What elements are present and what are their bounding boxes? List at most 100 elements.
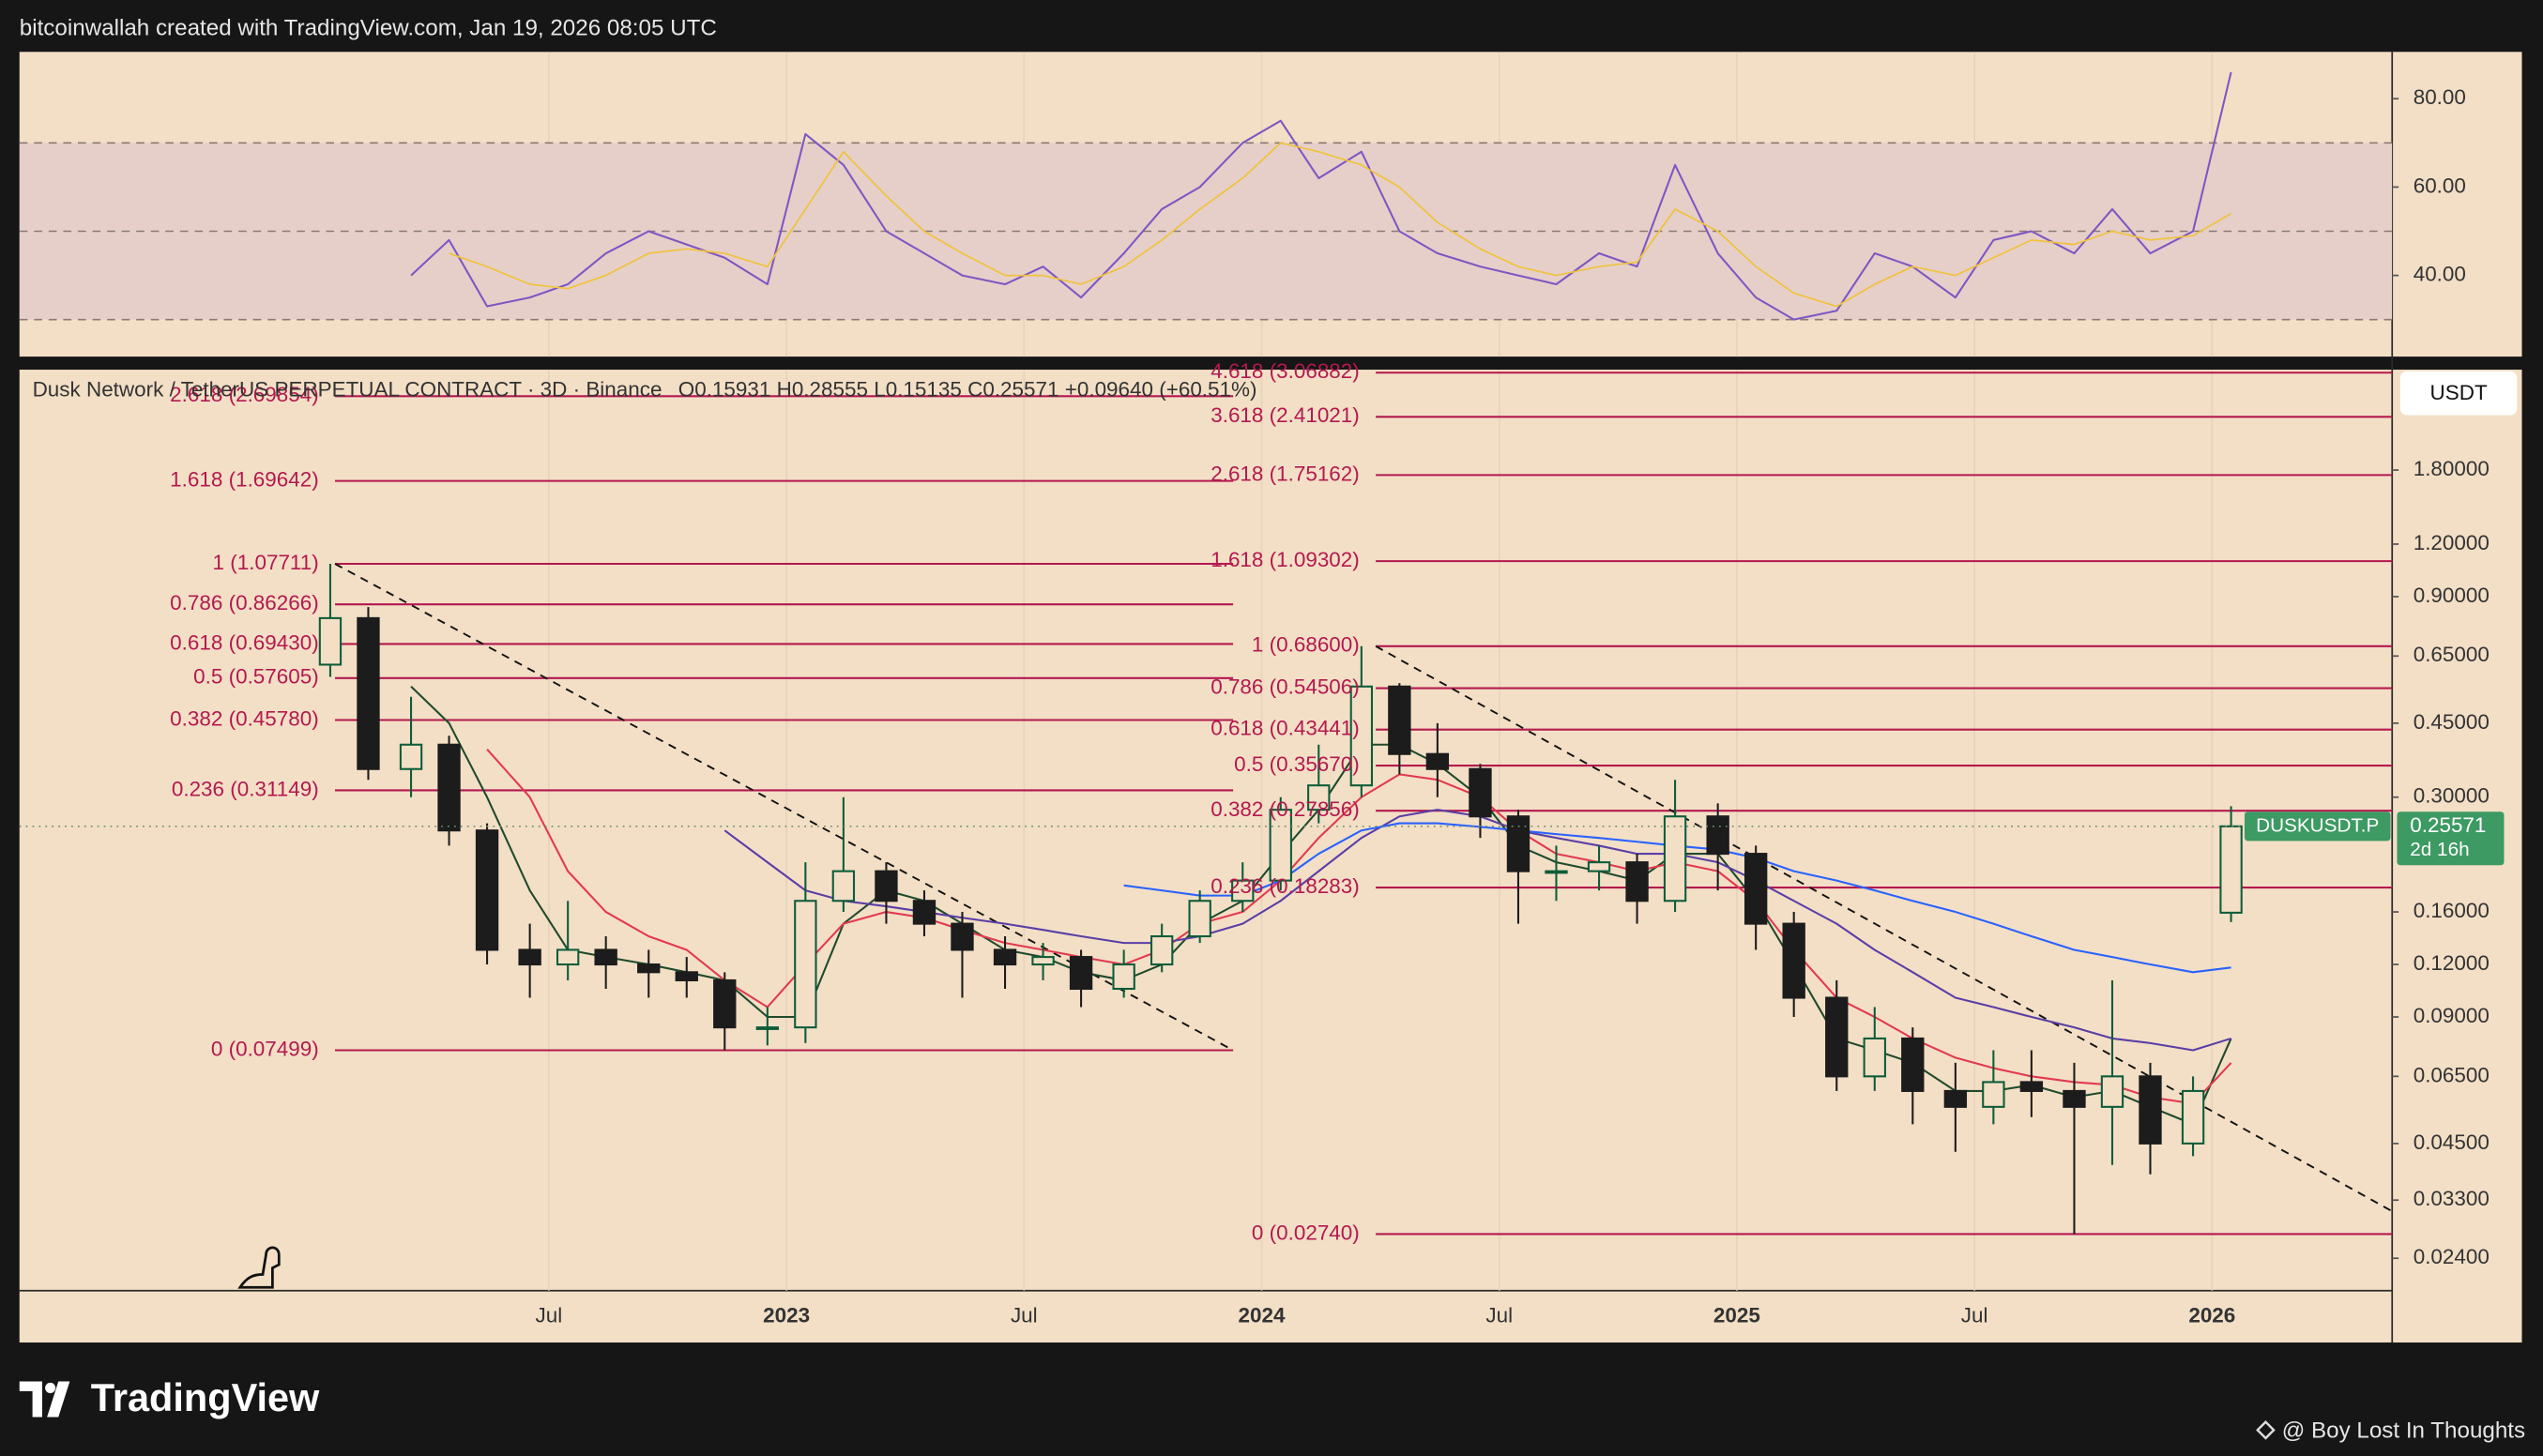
candle-body bbox=[1069, 956, 1093, 991]
candle-body bbox=[755, 1026, 780, 1030]
fib-label: 1 (1.07711) bbox=[213, 551, 319, 574]
x-tick-label: Jul bbox=[1011, 1303, 1038, 1327]
y-tick-label: 0.65000 bbox=[2414, 643, 2490, 666]
candle-body bbox=[1506, 815, 1530, 872]
logo-text: TradingView bbox=[91, 1375, 320, 1419]
y-tick-label: 0.09000 bbox=[2414, 1004, 2490, 1027]
fib-label: 0 (0.07499) bbox=[211, 1037, 319, 1060]
candle-body bbox=[1469, 767, 1492, 818]
fib-label: 0.618 (0.69430) bbox=[170, 630, 319, 654]
rsi-tick-label: 60.00 bbox=[2414, 174, 2466, 197]
candle-body bbox=[1349, 685, 1374, 787]
rsi-line bbox=[449, 142, 2232, 308]
candle-body bbox=[1188, 900, 1211, 938]
symbol-tag bbox=[2244, 811, 2391, 842]
fib-label: 3.618 (2.41021) bbox=[1211, 403, 1360, 427]
price-tag-countdown: 2d 16h bbox=[2410, 839, 2469, 860]
candle-body bbox=[1982, 1081, 2005, 1108]
fib-label: 0.618 (0.43441) bbox=[1211, 717, 1360, 740]
candle-body bbox=[594, 948, 617, 966]
currency: USDT bbox=[2430, 381, 2488, 404]
fib-label: 0.382 (0.27856) bbox=[1211, 797, 1360, 821]
candle-body bbox=[993, 948, 1017, 966]
candle-body bbox=[1231, 879, 1255, 902]
price-plot bbox=[19, 370, 2393, 1291]
fib-label: 0.236 (0.31149) bbox=[172, 777, 319, 800]
logo bbox=[19, 1381, 70, 1418]
fib-label: 1.618 (1.09302) bbox=[1211, 548, 1360, 571]
candle-body bbox=[1782, 922, 1805, 999]
candle-body bbox=[1901, 1037, 1925, 1092]
rsi-line bbox=[410, 71, 2232, 321]
candle-body bbox=[951, 922, 974, 951]
candle-body bbox=[475, 829, 499, 951]
fib-label: 0.786 (0.54506) bbox=[1211, 675, 1360, 698]
fib-label: 0.382 (0.45780) bbox=[170, 706, 319, 730]
candle-body bbox=[1307, 784, 1331, 811]
candle-body bbox=[357, 616, 380, 770]
y-tick-label: 0.45000 bbox=[2414, 710, 2490, 734]
y-tick-label: 0.16000 bbox=[2414, 899, 2490, 922]
candle-body bbox=[1744, 853, 1768, 925]
candle-body bbox=[1425, 752, 1450, 770]
candle-body bbox=[675, 971, 698, 982]
fib-label: 0.786 (0.86266) bbox=[170, 591, 319, 614]
candle-body bbox=[1825, 996, 1849, 1078]
candle-body bbox=[2181, 1089, 2205, 1145]
fib-label: 4.618 (3.06882) bbox=[1211, 359, 1360, 383]
trendline bbox=[1375, 645, 2393, 1213]
symbol-tag-text: DUSKUSDT.P bbox=[2256, 814, 2379, 836]
dino-icon bbox=[237, 1246, 281, 1289]
attribution-icon bbox=[2256, 1419, 2276, 1440]
candle-body bbox=[2100, 1075, 2124, 1108]
fib-label: 1.618 (1.69642) bbox=[170, 468, 319, 492]
x-tick-label: Jul bbox=[1961, 1303, 1988, 1327]
candle-body bbox=[2219, 825, 2243, 914]
candle-body bbox=[318, 616, 343, 666]
y-tick-label: 0.02400 bbox=[2414, 1245, 2490, 1268]
x-tick-label: Jul bbox=[1485, 1303, 1513, 1327]
y-tick-label: 0.90000 bbox=[2414, 584, 2490, 607]
candle-body bbox=[831, 870, 856, 902]
candle-body bbox=[556, 948, 580, 966]
ohlc-text: O0.15931 H0.28555 L0.15135 C0.25571 +0.0… bbox=[678, 377, 1257, 401]
candle-body bbox=[1112, 963, 1135, 991]
candle-body bbox=[1625, 861, 1649, 902]
fib-label: 0.236 (0.18283) bbox=[1211, 874, 1360, 898]
candle-body bbox=[1545, 870, 1568, 874]
y-tick-label: 0.03300 bbox=[2414, 1187, 2490, 1210]
fib-label: 2.618 (2.69854) bbox=[170, 383, 319, 406]
candle-body bbox=[794, 900, 817, 1029]
x-tick-label: Jul bbox=[536, 1303, 563, 1327]
candle-body bbox=[1943, 1089, 1968, 1108]
credit: bitcoinwallah created with TradingView.c… bbox=[20, 15, 717, 40]
price-tag-value: 0.25571 bbox=[2410, 813, 2486, 837]
rsi-tick-label: 80.00 bbox=[2414, 85, 2466, 109]
y-tick-label: 1.20000 bbox=[2414, 531, 2490, 554]
y-tick-label: 1.80000 bbox=[2414, 457, 2490, 480]
candle-body bbox=[1388, 685, 1411, 755]
y-tick-label: 0.04500 bbox=[2414, 1130, 2490, 1154]
fib-label: 0 (0.02740) bbox=[1252, 1221, 1360, 1244]
candle-body bbox=[1706, 815, 1729, 856]
chart-title: Dusk Network / TetherUS PERPETUAL CONTRA… bbox=[33, 377, 662, 401]
candle-body bbox=[1587, 861, 1611, 872]
candle-body bbox=[637, 963, 661, 974]
candle-body bbox=[2019, 1081, 2044, 1092]
x-tick-label: 2025 bbox=[1713, 1303, 1760, 1327]
y-tick-label: 0.30000 bbox=[2414, 784, 2490, 808]
candle-body bbox=[713, 978, 737, 1029]
candle-body bbox=[912, 900, 936, 925]
plot-layer: Jul 2023 Jul 2024 Jul 2025 Jul 2026 1.80000 1.200… bbox=[19, 52, 2518, 1327]
candle-body bbox=[518, 948, 541, 966]
y-tick-label: 0.12000 bbox=[2414, 951, 2490, 975]
currency-box bbox=[2399, 371, 2518, 416]
fib-label: 0.5 (0.57605) bbox=[193, 665, 319, 689]
price-tag bbox=[2397, 811, 2505, 866]
rsi-tick-label: 40.00 bbox=[2414, 263, 2466, 286]
fib-label: 2.618 (1.75162) bbox=[1211, 462, 1360, 485]
fib-label: 0.5 (0.35670) bbox=[1234, 752, 1360, 776]
candle-body bbox=[399, 743, 423, 770]
